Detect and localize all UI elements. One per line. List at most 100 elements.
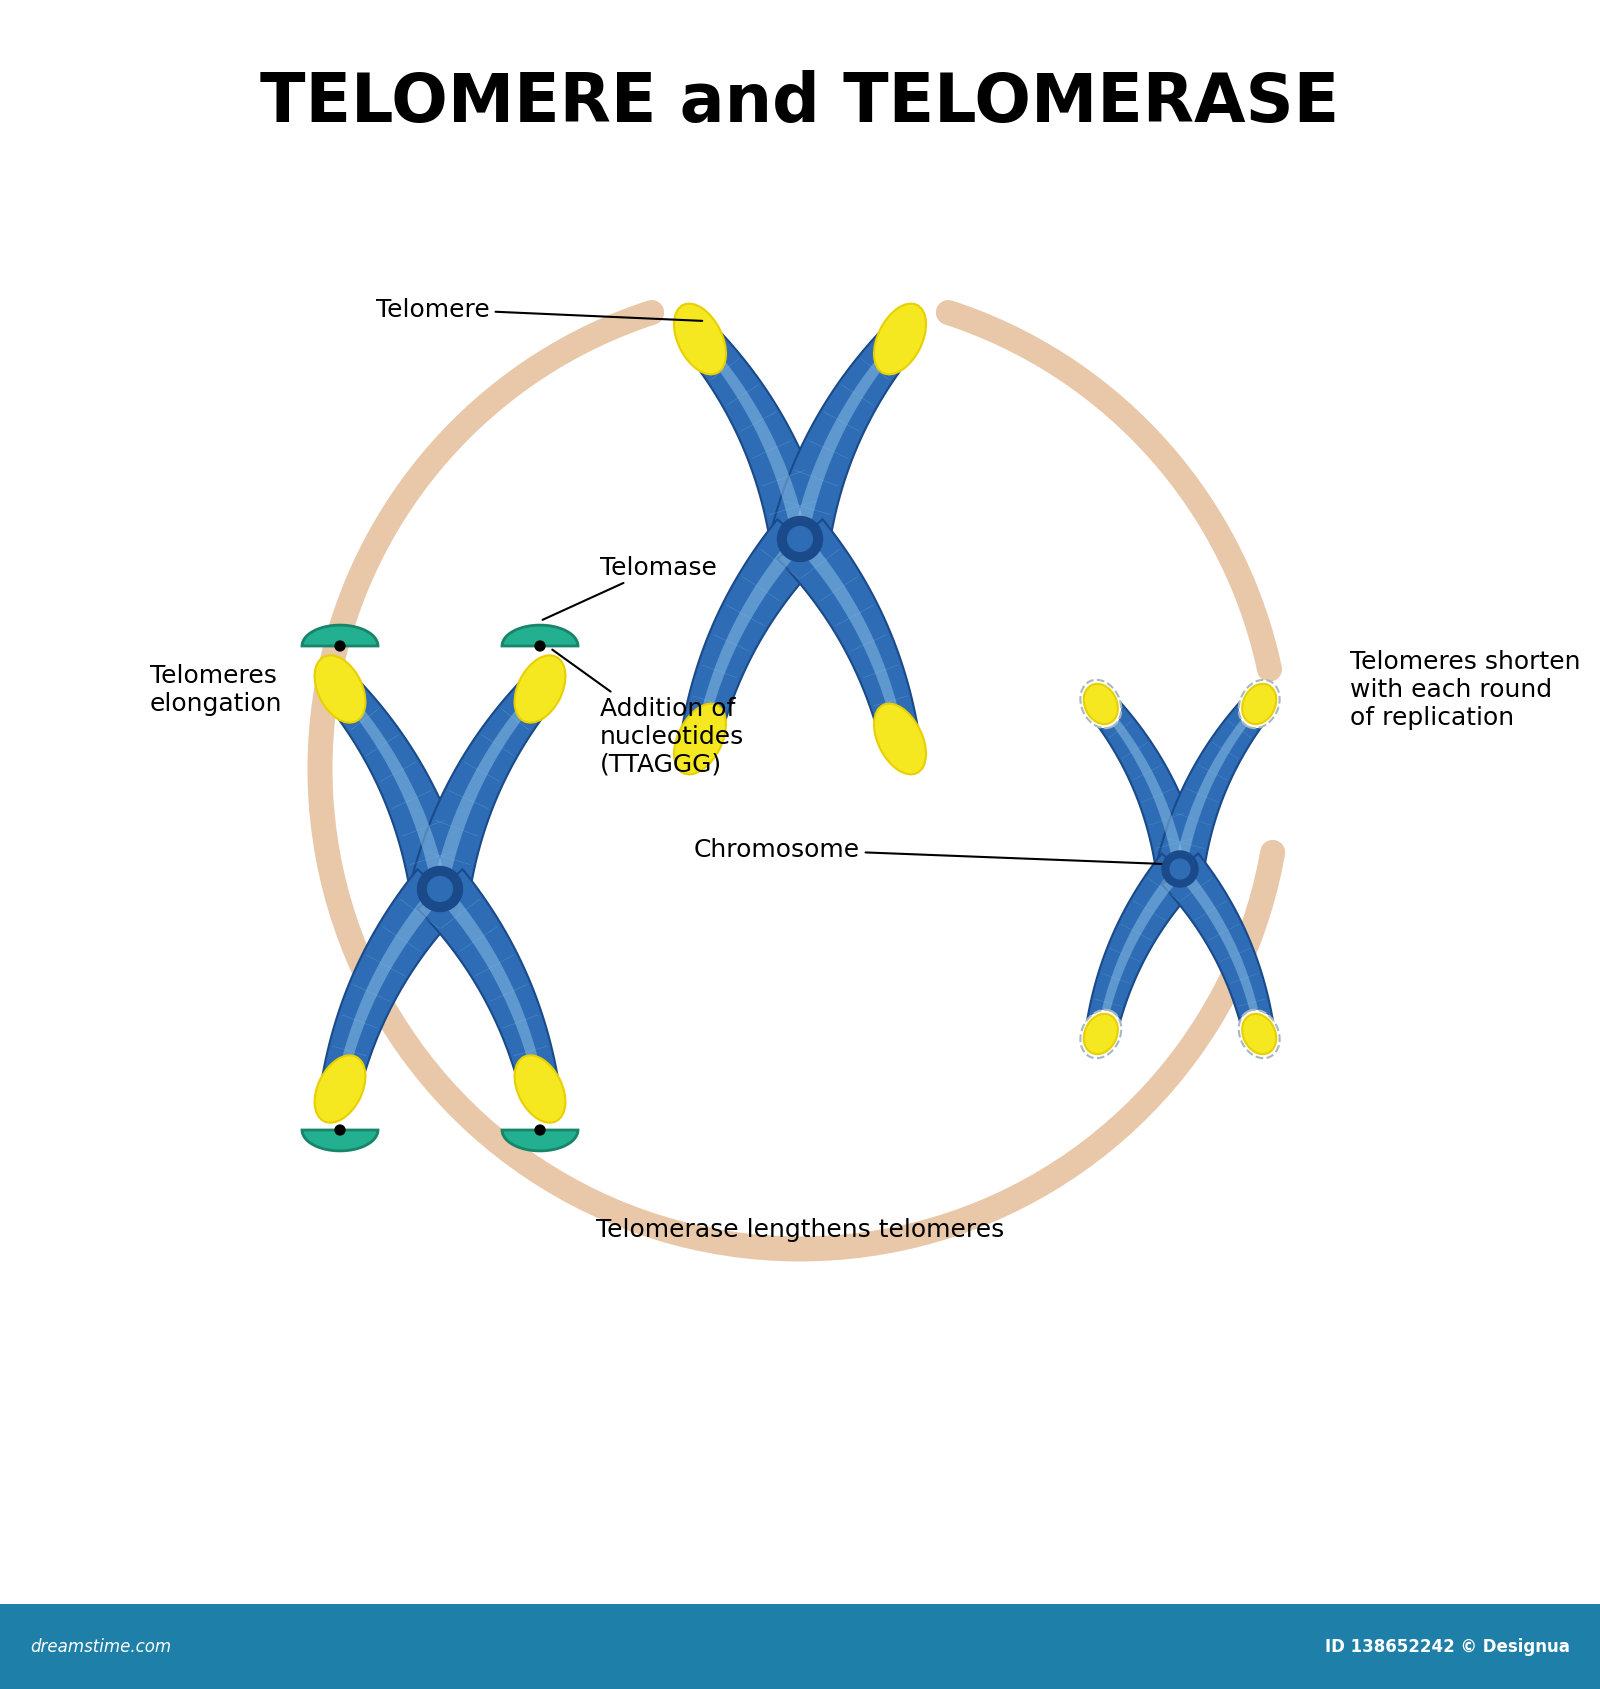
Polygon shape: [1186, 789, 1218, 802]
Text: TELOMERE and TELOMERASE: TELOMERE and TELOMERASE: [261, 69, 1339, 135]
Polygon shape: [1195, 900, 1227, 921]
Polygon shape: [802, 549, 840, 579]
Text: Telomerase lengthens telomeres: Telomerase lengthens telomeres: [595, 1218, 1005, 1241]
Text: dreamstime.com: dreamstime.com: [30, 1638, 171, 1655]
Polygon shape: [1110, 949, 1141, 963]
Polygon shape: [501, 709, 530, 731]
Polygon shape: [379, 762, 416, 782]
Polygon shape: [696, 535, 806, 740]
Text: Telomeres
elongation: Telomeres elongation: [150, 664, 283, 716]
Circle shape: [534, 642, 546, 652]
Polygon shape: [742, 578, 781, 603]
Polygon shape: [402, 821, 445, 838]
Polygon shape: [850, 635, 888, 652]
Polygon shape: [778, 520, 918, 743]
Polygon shape: [1208, 924, 1238, 941]
Polygon shape: [1150, 814, 1184, 826]
Polygon shape: [739, 412, 776, 432]
Polygon shape: [1094, 1000, 1122, 1007]
Polygon shape: [1133, 765, 1162, 780]
Polygon shape: [434, 885, 544, 1091]
Polygon shape: [333, 1045, 366, 1056]
Ellipse shape: [315, 655, 365, 723]
Circle shape: [334, 642, 346, 652]
Polygon shape: [726, 605, 765, 627]
Ellipse shape: [1238, 681, 1280, 728]
Polygon shape: [1181, 878, 1213, 902]
Polygon shape: [410, 851, 456, 865]
Circle shape: [787, 527, 813, 552]
Polygon shape: [1198, 765, 1227, 780]
Ellipse shape: [1080, 1010, 1122, 1059]
Polygon shape: [1213, 743, 1238, 760]
Polygon shape: [874, 696, 907, 706]
Ellipse shape: [1242, 684, 1277, 725]
Ellipse shape: [874, 304, 926, 375]
Polygon shape: [382, 927, 421, 953]
Ellipse shape: [1238, 1010, 1280, 1059]
Polygon shape: [400, 899, 438, 929]
Polygon shape: [1142, 789, 1174, 802]
Polygon shape: [341, 1015, 378, 1029]
Polygon shape: [325, 677, 469, 895]
Circle shape: [427, 877, 453, 902]
Ellipse shape: [515, 655, 565, 723]
Ellipse shape: [1083, 684, 1118, 725]
Polygon shape: [1166, 839, 1205, 850]
Polygon shape: [752, 441, 792, 459]
Polygon shape: [794, 535, 904, 740]
Polygon shape: [1230, 973, 1259, 985]
Polygon shape: [726, 385, 758, 407]
Polygon shape: [482, 735, 514, 757]
Polygon shape: [808, 441, 848, 459]
Polygon shape: [682, 520, 822, 743]
Polygon shape: [424, 851, 470, 865]
Polygon shape: [464, 762, 501, 782]
Circle shape: [1170, 860, 1190, 880]
Polygon shape: [366, 735, 398, 757]
Polygon shape: [302, 625, 378, 647]
Polygon shape: [1133, 900, 1165, 921]
Polygon shape: [350, 709, 379, 731]
Polygon shape: [1157, 694, 1270, 875]
Polygon shape: [336, 885, 446, 1091]
Polygon shape: [1238, 1000, 1266, 1007]
Polygon shape: [685, 328, 829, 546]
Polygon shape: [861, 360, 890, 382]
Polygon shape: [1174, 703, 1262, 870]
Ellipse shape: [1242, 1013, 1277, 1054]
Polygon shape: [352, 985, 390, 1002]
Polygon shape: [1155, 839, 1194, 850]
Polygon shape: [701, 665, 738, 679]
Circle shape: [418, 866, 462, 912]
Text: Telomase: Telomase: [542, 556, 717, 620]
Polygon shape: [302, 1130, 378, 1152]
Circle shape: [778, 517, 822, 562]
Polygon shape: [432, 686, 544, 892]
Text: Telomere: Telomere: [376, 297, 702, 323]
Polygon shape: [862, 665, 899, 679]
Text: Chromosome: Chromosome: [694, 838, 1162, 865]
Bar: [0, 1605, 1600, 1689]
Polygon shape: [1176, 814, 1210, 826]
Polygon shape: [1098, 865, 1184, 1035]
Polygon shape: [502, 1130, 578, 1152]
Circle shape: [1162, 851, 1198, 887]
Polygon shape: [411, 677, 555, 895]
Polygon shape: [1227, 721, 1251, 738]
Polygon shape: [418, 870, 558, 1093]
Polygon shape: [795, 471, 838, 486]
Polygon shape: [1122, 743, 1147, 760]
Polygon shape: [792, 336, 904, 540]
Ellipse shape: [1080, 681, 1122, 728]
Ellipse shape: [1083, 1013, 1118, 1054]
Ellipse shape: [674, 704, 726, 775]
Polygon shape: [693, 696, 726, 706]
Polygon shape: [842, 385, 874, 407]
Polygon shape: [514, 1045, 547, 1056]
Polygon shape: [712, 635, 750, 652]
Polygon shape: [1101, 973, 1130, 985]
Polygon shape: [762, 471, 805, 486]
Polygon shape: [1090, 694, 1203, 875]
Circle shape: [334, 1125, 346, 1135]
